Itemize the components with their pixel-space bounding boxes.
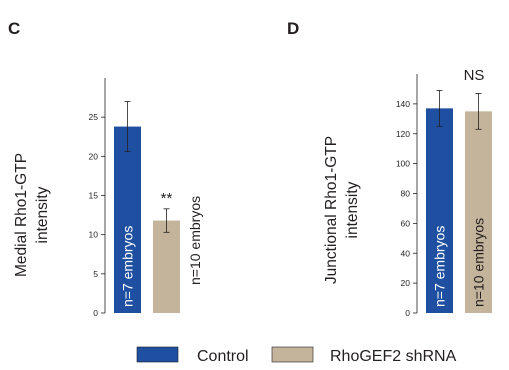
bar-n-label: n=10 embryos [187, 196, 203, 285]
panel-d: D Junctional Rho1-GTP intensity NS 0 20 40… [287, 19, 492, 318]
bar [153, 220, 180, 313]
legend: Control RhoGEF2 shRNA [136, 346, 457, 365]
y-axis-title-line2: intensity [34, 186, 51, 243]
legend-label-control: Control [197, 348, 249, 365]
bar [426, 108, 453, 313]
y-tick-label: 0 [93, 308, 98, 318]
y-tick-label: 0 [405, 308, 410, 318]
y-axis-title-line1: Junctional Rho1-GTP [323, 136, 340, 284]
panel-letter-d: D [287, 19, 299, 38]
y-axis-title-line1: Medial Rho1-GTP [13, 153, 30, 277]
legend-swatch-rhogef2-shrna [271, 346, 314, 363]
plot-area: 0 5 10 15 20 25 n=7 embryos n=10 embryos ** [89, 78, 203, 318]
bar [465, 111, 492, 313]
y-tick-label: 80 [401, 189, 411, 199]
y-tick-label: 10 [89, 230, 99, 240]
legend-swatch-control [136, 346, 179, 363]
y-tick-label: 20 [401, 278, 411, 288]
panel-letter-c: C [8, 19, 20, 38]
bar [114, 126, 141, 313]
y-axis-title-line2: intensity [344, 181, 361, 238]
y-tick-label: 140 [396, 99, 410, 109]
legend-label-rhogef2-shrna: RhoGEF2 shRNA [330, 348, 457, 365]
y-tick-label: 20 [89, 151, 99, 161]
y-tick-label: 5 [93, 269, 98, 279]
y-tick-label: 100 [396, 159, 410, 169]
y-tick-label: 60 [401, 218, 411, 228]
bar-n-label: n=10 embryos [471, 218, 487, 307]
y-tick-label: 40 [401, 248, 411, 258]
y-tick-label: 120 [396, 129, 410, 139]
bar-n-label: n=7 embryos [120, 226, 136, 307]
bar-n-label: n=7 embryos [432, 226, 448, 307]
plot-area: 0 20 40 60 80 100 120 140 n=7 embryos n=10 embryo… [396, 74, 492, 318]
significance-label: ** [161, 190, 173, 207]
y-tick-label: 15 [89, 191, 99, 201]
y-tick-label: 25 [89, 112, 99, 122]
ns-annotation: NS [464, 67, 485, 84]
panel-c: C Medial Rho1-GTP intensity 0 5 10 15 20 25 n=… [8, 19, 203, 318]
